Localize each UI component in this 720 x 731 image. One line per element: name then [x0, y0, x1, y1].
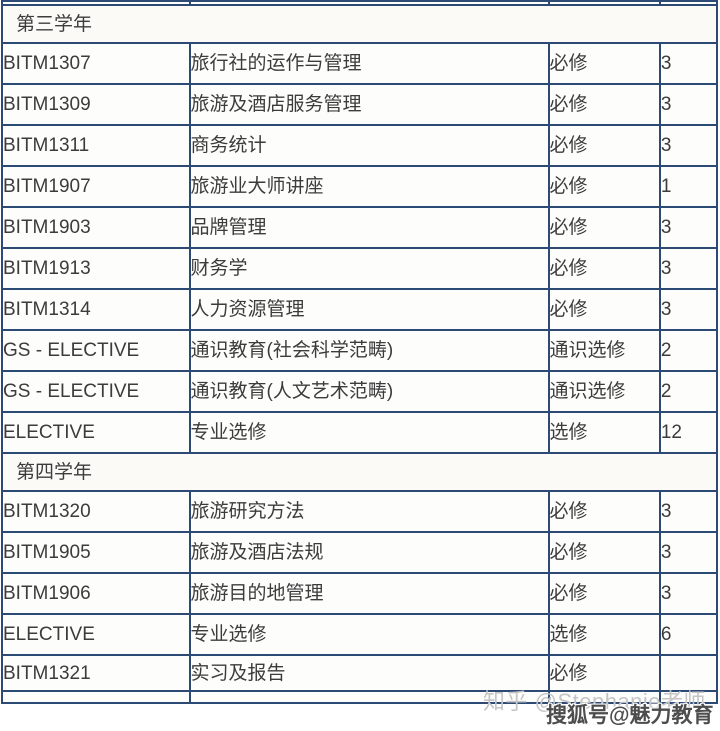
empty-cell	[658, 0, 719, 6]
table-row: BITM1903 品牌管理 必修 3	[1, 206, 719, 249]
table-cell-type: 必修	[547, 42, 661, 85]
table-cell-code: BITM1309	[1, 83, 191, 126]
table-cell-code: BITM1906	[1, 572, 191, 615]
table-cell-type: 选修	[547, 411, 661, 454]
table-cell-type: 必修	[547, 124, 661, 167]
table-cell-name: 旅行社的运作与管理	[188, 42, 550, 85]
table-row: 第四学年	[1, 452, 718, 492]
table-cell-name: 旅游及酒店法规	[188, 531, 550, 574]
table-cell-credits: 1	[658, 165, 719, 208]
table-cell-type: 必修	[547, 165, 661, 208]
empty-cell	[658, 690, 719, 704]
table-cell-type: 通识选修	[547, 329, 661, 372]
table-cell-name: 财务学	[188, 247, 550, 290]
table-cell-name: 专业选修	[188, 411, 550, 454]
table-cell-type: 必修	[547, 531, 661, 574]
table-row: BITM1906 旅游目的地管理 必修 3	[1, 572, 719, 615]
table-cell-code: GS - ELECTIVE	[1, 329, 191, 372]
year-header-cell: 第四学年	[1, 452, 718, 492]
table-cell-credits: 3	[658, 531, 719, 574]
table-cell-code: BITM1907	[1, 165, 191, 208]
table-cell-code: BITM1913	[1, 247, 191, 290]
table-cell-code: BITM1320	[1, 490, 191, 533]
table-cell-name: 品牌管理	[188, 206, 550, 249]
table-cell-credits: 3	[658, 42, 719, 85]
table-row	[1, 690, 719, 704]
table-cell-credits: 12	[658, 411, 719, 454]
table-row: BITM1314 人力资源管理 必修 3	[1, 288, 719, 331]
table-cell-type: 通识选修	[547, 370, 661, 413]
table-cell-credits: 6	[658, 613, 719, 656]
course-table-body: 第三学年 BITM1307 旅行社的运作与管理 必修 3 BITM1309 旅游及酒店服务管…	[1, 0, 719, 704]
table-row: BITM1913 财务学 必修 3	[1, 247, 719, 290]
table-cell-name: 专业选修	[188, 613, 550, 656]
table-cell-code: BITM1321	[1, 654, 191, 692]
table-row: BITM1311 商务统计 必修 3	[1, 124, 719, 167]
table-cell-type: 必修	[547, 572, 661, 615]
table-cell-credits: 3	[658, 83, 719, 126]
table-row: GS - ELECTIVE 通识教育(人文艺术范畴) 通识选修 2	[1, 370, 719, 413]
empty-cell	[188, 690, 550, 704]
empty-cell	[547, 690, 661, 704]
table-cell-credits: 2	[658, 329, 719, 372]
table-cell-name: 旅游及酒店服务管理	[188, 83, 550, 126]
table-row: BITM1309 旅游及酒店服务管理 必修 3	[1, 83, 719, 126]
table-cell-code: ELECTIVE	[1, 411, 191, 454]
year-header-cell: 第三学年	[1, 4, 718, 44]
table-cell-credits: 3	[658, 247, 719, 290]
table-cell-name: 旅游目的地管理	[188, 572, 550, 615]
table-cell-name: 通识教育(人文艺术范畴)	[188, 370, 550, 413]
table-cell-code: BITM1903	[1, 206, 191, 249]
table-cell-code: ELECTIVE	[1, 613, 191, 656]
table-cell-type: 必修	[547, 206, 661, 249]
table-row: BITM1905 旅游及酒店法规 必修 3	[1, 531, 719, 574]
table-cell-type: 必修	[547, 654, 661, 692]
table-cell-credits: 2	[658, 370, 719, 413]
table-cell-code: GS - ELECTIVE	[1, 370, 191, 413]
table-cell-code: BITM1905	[1, 531, 191, 574]
table-cell-type: 必修	[547, 247, 661, 290]
table-row: 第三学年	[1, 4, 718, 44]
table-row: ELECTIVE 专业选修 选修 12	[1, 411, 719, 454]
table-cell-name: 旅游业大师讲座	[188, 165, 550, 208]
empty-cell	[1, 690, 191, 704]
table-cell-credits: 3	[658, 288, 719, 331]
table-row	[1, 0, 719, 6]
table-row: GS - ELECTIVE 通识教育(社会科学范畴) 通识选修 2	[1, 329, 719, 372]
table-cell-name: 旅游研究方法	[188, 490, 550, 533]
table-cell-type: 必修	[547, 83, 661, 126]
course-schedule-table: 第三学年 BITM1307 旅行社的运作与管理 必修 3 BITM1309 旅游及酒店服务管…	[1, 0, 719, 704]
table-row: BITM1907 旅游业大师讲座 必修 1	[1, 165, 719, 208]
table-cell-name: 实习及报告	[188, 654, 550, 692]
table-cell-type: 选修	[547, 613, 661, 656]
empty-cell	[1, 0, 191, 6]
table-cell-name: 商务统计	[188, 124, 550, 167]
table-cell-code: BITM1307	[1, 42, 191, 85]
table-cell-type: 必修	[547, 490, 661, 533]
table-cell-name: 人力资源管理	[188, 288, 550, 331]
table-row: BITM1321 实习及报告 必修	[1, 654, 719, 692]
empty-cell	[547, 0, 661, 6]
table-row: BITM1307 旅行社的运作与管理 必修 3	[1, 42, 719, 85]
table-row: BITM1320 旅游研究方法 必修 3	[1, 490, 719, 533]
table-cell-credits: 3	[658, 490, 719, 533]
empty-cell	[188, 0, 550, 6]
table-cell-name: 通识教育(社会科学范畴)	[188, 329, 550, 372]
table-cell-code: BITM1314	[1, 288, 191, 331]
table-cell-credits: 3	[658, 572, 719, 615]
table-cell-credits: 3	[658, 206, 719, 249]
table-row: ELECTIVE 专业选修 选修 6	[1, 613, 719, 656]
table-cell-credits	[658, 654, 719, 692]
table-cell-type: 必修	[547, 288, 661, 331]
table-cell-credits: 3	[658, 124, 719, 167]
table-cell-code: BITM1311	[1, 124, 191, 167]
